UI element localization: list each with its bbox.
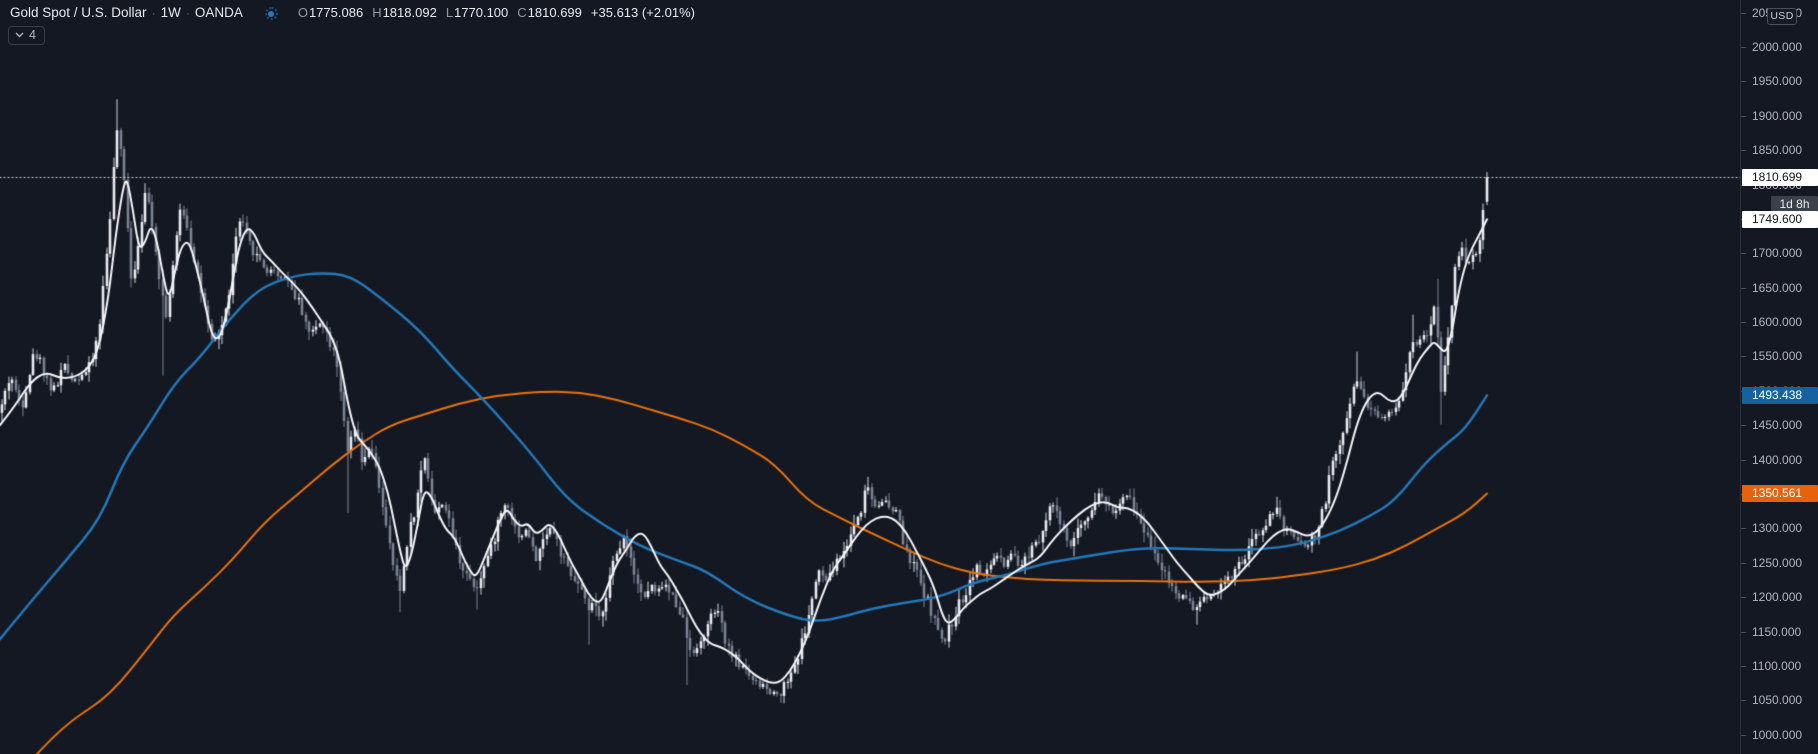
high-value: 1818.092 (382, 5, 437, 20)
close-value: 1810.699 (527, 5, 582, 20)
price-axis-tick-label: 1200.000 (1741, 590, 1818, 604)
market-status-icon[interactable] (264, 7, 278, 20)
price-axis-tick-label: 1600.000 (1741, 315, 1818, 329)
price-axis-tick-label: 1400.000 (1741, 453, 1818, 467)
price-axis-tick-label: 1300.000 (1741, 521, 1818, 535)
open-value: 1775.086 (308, 5, 364, 20)
change-value: +35.613 (+2.01%) (590, 5, 695, 20)
price-axis-tick-label: 1100.000 (1741, 659, 1818, 673)
price-axis-tick-label: 1850.000 (1741, 143, 1818, 157)
price-axis-tick-label: 1900.000 (1741, 109, 1818, 123)
price-axis-tick-label: 1150.000 (1741, 625, 1818, 639)
price-axis-tick-label: 1450.000 (1741, 418, 1818, 432)
price-axis-tick-label: 1000.000 (1741, 728, 1818, 742)
currency-badge[interactable]: USD (1767, 8, 1797, 25)
price-axis-tick-label: 1550.000 (1741, 349, 1818, 363)
low-value: 1770.100 (454, 5, 509, 20)
indicators-collapse-button[interactable]: 4 (8, 26, 45, 45)
price-chart-canvas[interactable] (0, 0, 1741, 754)
ma-mid-label: 1493.438 (1742, 386, 1818, 404)
legend-separator: · (185, 5, 190, 20)
chevron-down-icon (15, 32, 24, 38)
close-label: C (517, 5, 527, 20)
legend-separator: · (151, 5, 156, 20)
indicators-count: 4 (29, 28, 36, 42)
price-axis-tick-label: 1650.000 (1741, 281, 1818, 295)
open-label: O (297, 5, 308, 20)
interval-label[interactable]: 1W (160, 5, 181, 20)
price-axis-tick-label: 1950.000 (1741, 74, 1818, 88)
ohlc-readout: O 1775.086 H 1818.092 L 1770.100 C 1810.699 … (298, 5, 695, 20)
price-axis[interactable]: USD 2050.0002000.0001950.0001900.0001850… (1740, 0, 1818, 754)
ma-slow-label: 1350.561 (1742, 485, 1818, 503)
bar-countdown-label: 1d 8h (1771, 195, 1818, 213)
ma-fast-label: 1749.600 (1742, 210, 1818, 228)
price-axis-tick-label: 1250.000 (1741, 556, 1818, 570)
price-axis-tick-label: 2000.000 (1741, 40, 1818, 54)
price-axis-tick-label: 1050.000 (1741, 693, 1818, 707)
low-label: L (445, 5, 454, 20)
chart-legend: Gold Spot / U.S. Dollar · 1W · OANDA O 17… (10, 5, 695, 20)
symbol-title[interactable]: Gold Spot / U.S. Dollar (10, 5, 147, 20)
high-label: H (372, 5, 382, 20)
exchange-label[interactable]: OANDA (194, 5, 243, 20)
last-price-label: 1810.699 (1742, 168, 1818, 186)
price-axis-tick-label: 1700.000 (1741, 246, 1818, 260)
